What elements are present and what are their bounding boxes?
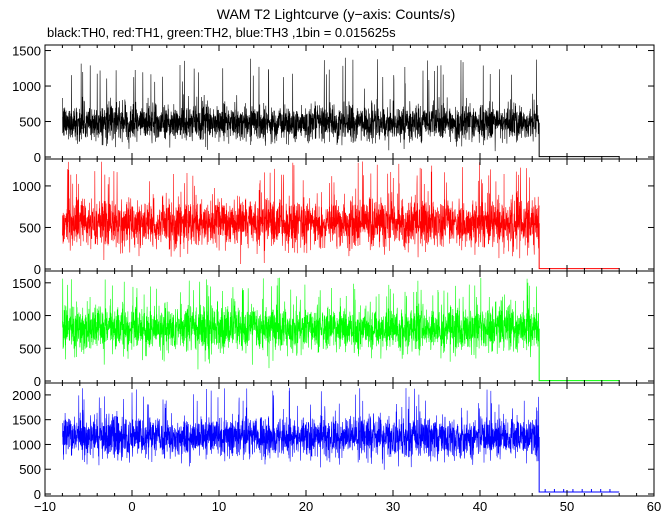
chart-subtitle: black:TH0, red:TH1, green:TH2, blue:TH3 … bbox=[47, 25, 396, 40]
y-tick-label: 500 bbox=[19, 462, 41, 477]
chart-title: WAM T2 Lightcurve (y−axis: Counts/s) bbox=[216, 6, 456, 22]
y-tick-label: 1000 bbox=[12, 437, 41, 452]
x-tick-label: −10 bbox=[34, 499, 56, 514]
panel-th2: 0 500 1000 1500 bbox=[12, 270, 655, 389]
y-tick-label: 1500 bbox=[12, 276, 41, 291]
panel-th1: 0 500 1000 bbox=[12, 158, 655, 277]
panel-frame bbox=[44, 382, 655, 497]
series-tail-th2 bbox=[538, 328, 620, 382]
y-tick-label: 1500 bbox=[12, 413, 41, 428]
series-line-th3 bbox=[62, 387, 540, 470]
panel-th0: 0 500 1000 1500 bbox=[12, 44, 655, 165]
x-tick-label: 40 bbox=[473, 499, 487, 514]
x-tick-label: 30 bbox=[386, 499, 400, 514]
x-tick-label: 20 bbox=[299, 499, 313, 514]
x-tick-label: 10 bbox=[212, 499, 226, 514]
x-tick-label: 60 bbox=[647, 499, 661, 514]
series-line-th0 bbox=[62, 57, 540, 152]
y-tick-label: 500 bbox=[19, 341, 41, 356]
y-tick-label: 1000 bbox=[12, 79, 41, 94]
y-tick-label: 500 bbox=[19, 220, 41, 235]
y-tick-label: 2000 bbox=[12, 388, 41, 403]
x-tick-label: 0 bbox=[128, 499, 135, 514]
y-tick-label: 0 bbox=[34, 150, 41, 165]
x-tick-label: 50 bbox=[560, 499, 574, 514]
panel-frame bbox=[44, 44, 655, 160]
y-tick-label: 0 bbox=[34, 262, 41, 277]
series-tail-th3 bbox=[538, 437, 620, 493]
y-tick-label: 1000 bbox=[12, 179, 41, 194]
y-tick-label: 0 bbox=[34, 374, 41, 389]
series-tail-th0 bbox=[538, 122, 620, 158]
panel-th3: 0 500 1000 1500 2000 bbox=[12, 382, 655, 502]
y-tick-label: 500 bbox=[19, 115, 41, 130]
series-line-th1 bbox=[62, 161, 540, 265]
series-tail-th1 bbox=[538, 223, 620, 270]
y-tick-label: 1500 bbox=[12, 44, 41, 59]
series-line-th2 bbox=[62, 277, 540, 370]
y-tick-label: 1000 bbox=[12, 309, 41, 324]
y-tick-label: 0 bbox=[34, 487, 41, 502]
